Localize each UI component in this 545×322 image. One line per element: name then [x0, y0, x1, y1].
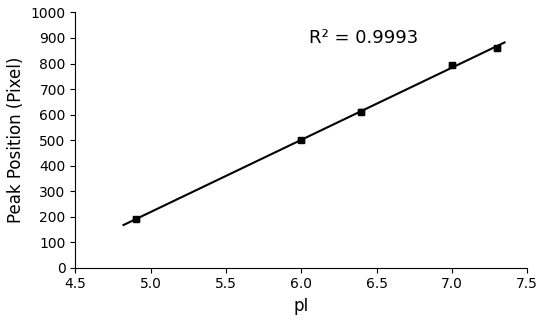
Y-axis label: Peak Position (Pixel): Peak Position (Pixel) — [7, 57, 25, 223]
Text: R² = 0.9993: R² = 0.9993 — [309, 29, 418, 47]
X-axis label: pI: pI — [294, 297, 309, 315]
